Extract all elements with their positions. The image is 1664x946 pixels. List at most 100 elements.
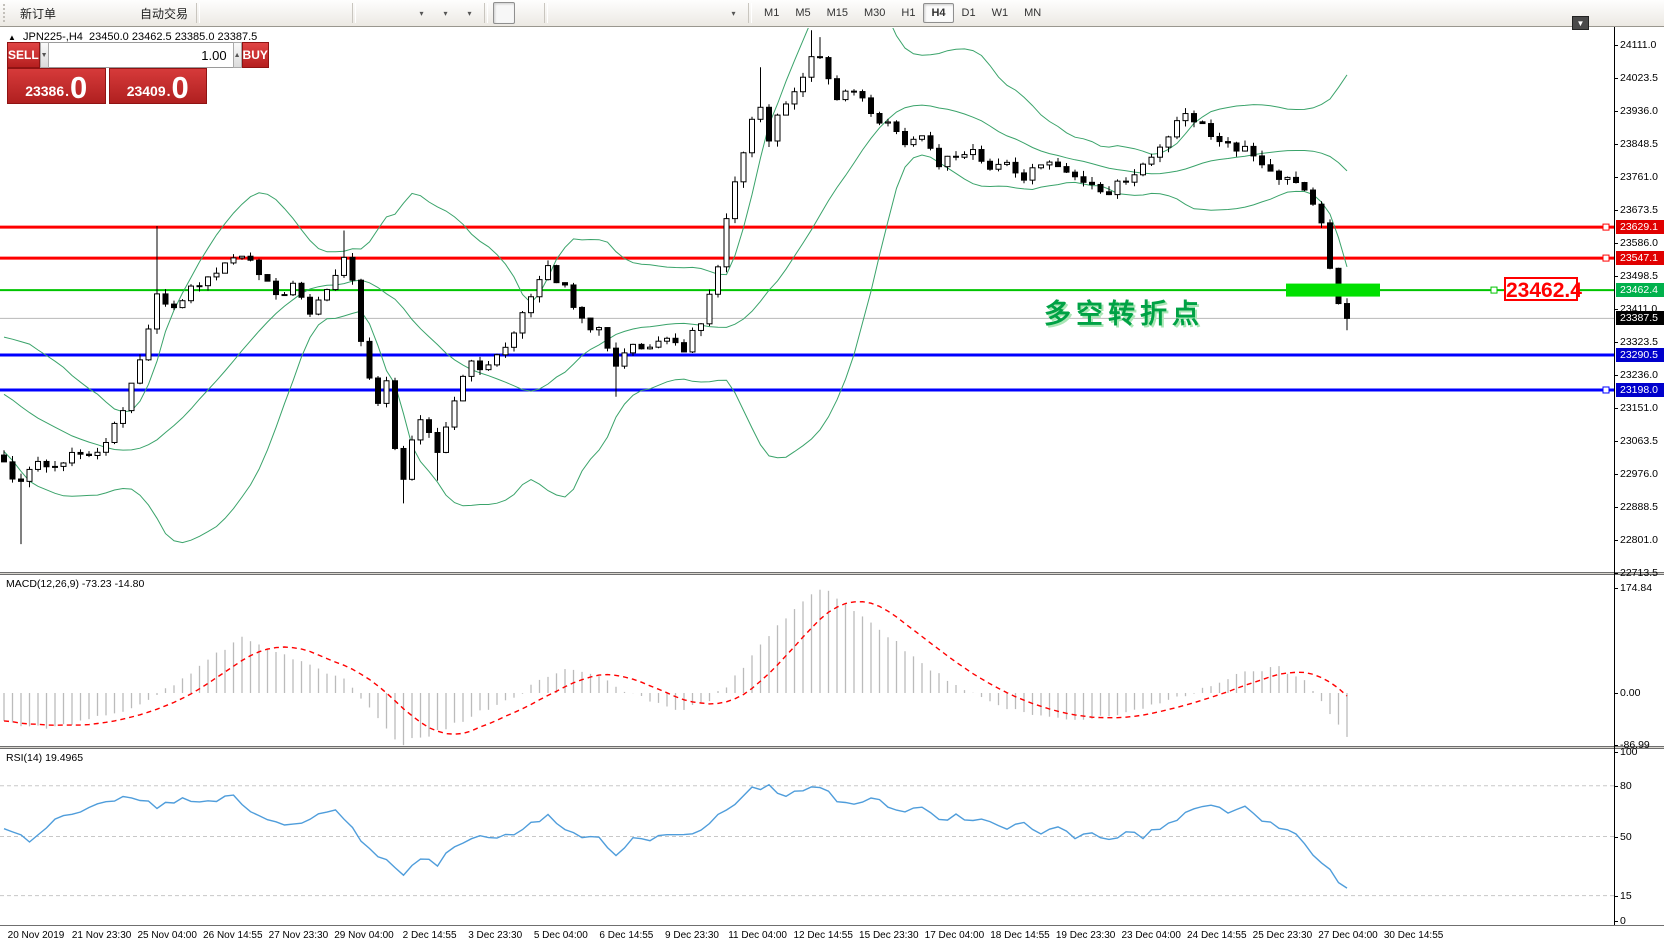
date-label: 24 Dec 14:55	[1187, 930, 1247, 941]
date-label: 30 Dec 14:55	[1383, 930, 1444, 941]
arrows-tool-button[interactable]: ▾	[2, 2, 743, 40]
timeframe-button-w1[interactable]: W1	[991, 7, 1009, 19]
line-chart-button[interactable]	[1, 2, 275, 41]
level-highlight-bar[interactable]	[1286, 283, 1380, 297]
toolbar: 新订单 自动交易	[0, 0, 1664, 42]
bollinger-middle-band	[3, 104, 1348, 451]
chart-background	[0, 26, 1664, 946]
price-tick	[1614, 573, 1618, 574]
price-badge-23547.1: 23547.1	[1616, 251, 1664, 266]
timeframe-button-mn[interactable]: MN	[1024, 7, 1042, 19]
volume-input[interactable]	[48, 42, 233, 68]
crosshair-tool-button[interactable]	[1, 2, 539, 41]
pane-splitter-main-macd[interactable]	[0, 572, 1664, 575]
new-order-button[interactable]: 新订单	[0, 2, 59, 42]
trendline-tool-button[interactable]	[1, 2, 623, 41]
chart-canvas[interactable]	[0, 26, 1664, 946]
time-axis-line	[0, 925, 1664, 926]
date-label: 11 Dec 04:00	[728, 930, 787, 941]
volume-increase-button[interactable]: ▲	[232, 42, 242, 68]
horizontal-line-tool-button[interactable]	[1, 2, 599, 35]
rsi-name: RSI(14)	[6, 752, 43, 764]
signal-button[interactable]	[2, 2, 131, 42]
price-tick-label: 23498.5	[1620, 270, 1658, 282]
sell-price-main: 23386	[25, 83, 65, 99]
rsi-tick-label: 0	[1620, 915, 1626, 927]
zoom-out-button[interactable]	[1, 2, 323, 42]
buy-price-display[interactable]: 23409. 0	[108, 68, 207, 104]
toolbar-grip[interactable]	[3, 4, 8, 22]
autotrading-button[interactable]: 自动交易	[0, 2, 191, 40]
vertical-line-tool-button[interactable]	[5, 2, 575, 41]
new-order-label: 新订单	[20, 6, 57, 21]
bar-chart-button[interactable]	[1, 2, 227, 41]
chat-button[interactable]	[0, 2, 1653, 42]
date-label: 6 Dec 14:55	[599, 930, 654, 941]
sell-button[interactable]: SELL	[7, 42, 40, 68]
sell-price-big-digit: 0	[70, 70, 88, 105]
text-tool-button[interactable]: A	[2, 2, 695, 42]
chart-corner-button[interactable]: ▼	[1572, 16, 1589, 30]
macd-values: -73.23 -14.80	[81, 578, 145, 590]
cursor-tool-button[interactable]	[3, 2, 516, 41]
ohlc-open: 23450.0	[89, 31, 129, 43]
macd-tick	[1614, 588, 1618, 590]
macd-tick-label: 0.00	[1620, 687, 1641, 699]
price-tick	[1614, 507, 1618, 508]
price-tick-label: 23936.0	[1620, 105, 1658, 117]
floating-price-label[interactable]: 23462.4	[1504, 277, 1582, 302]
main-price-pane[interactable]	[0, 26, 1614, 545]
channel-tool-button[interactable]: E	[0, 2, 647, 42]
one-click-trading-panel: SELL ▼ ▲ BUY 23386.0 23409.0	[7, 42, 269, 104]
date-label: 15 Dec 23:30	[859, 930, 919, 941]
date-label: 26 Nov 14:55	[203, 930, 263, 941]
macd-signal-line	[3, 600, 1348, 735]
macd-name: MACD(12,26,9)	[6, 578, 79, 590]
pane-splitter-macd-rsi[interactable]	[0, 746, 1664, 749]
timeframe-button-h1[interactable]: H1	[901, 7, 916, 19]
buy-button[interactable]: BUY	[241, 42, 269, 68]
chart-annotation-text[interactable]: 多空转折点	[1044, 299, 1204, 329]
tile-windows-button[interactable]	[1, 2, 347, 41]
sell-price-display[interactable]: 23386. 0	[7, 68, 106, 104]
macd-pane[interactable]	[3, 589, 1348, 746]
price-tick-label: 23151.0	[1620, 402, 1658, 414]
date-label: 23 Dec 04:00	[1121, 930, 1181, 941]
volume-decrease-button[interactable]: ▼	[39, 42, 49, 68]
price-tick	[1614, 45, 1618, 46]
fibonacci-tool-button[interactable]: F	[1, 2, 671, 42]
zoom-in-button[interactable]	[1, 2, 299, 42]
templates-button[interactable]: ▾	[1, 2, 479, 41]
price-tick	[1614, 375, 1618, 376]
chart-shift-button[interactable]	[2, 2, 407, 41]
price-tick	[1614, 309, 1618, 310]
indicators-caret: ▾	[419, 8, 424, 18]
date-label: 25 Nov 04:00	[137, 930, 197, 941]
price-tick-label: 24111.0	[1620, 39, 1657, 51]
navigator-button[interactable]	[1, 2, 107, 40]
symbol-info-line: ▲ JPN225-,H4 23450.0 23462.5 23385.0 233…	[8, 31, 257, 43]
rsi-line	[3, 783, 1348, 889]
auto-scroll-button[interactable]	[2, 2, 383, 41]
price-tick-label: 22801.0	[1620, 534, 1658, 546]
periods-button[interactable]: ▾	[2, 2, 455, 41]
timeframe-button-m30[interactable]: M30	[864, 7, 886, 19]
rsi-pane[interactable]	[0, 783, 1614, 897]
indicators-button[interactable]: ▾	[1, 2, 431, 41]
yellow-gem-button[interactable]	[1, 2, 83, 42]
sell-price-dot: .	[65, 83, 70, 99]
label-tool-button[interactable]: T	[1, 2, 719, 41]
search-button[interactable]	[1, 2, 1629, 42]
timeframe-button-h4[interactable]: H4	[923, 3, 954, 23]
symbol-marker-icon: ▲	[8, 33, 16, 42]
price-tick	[1614, 474, 1618, 475]
candlestick-chart-button[interactable]	[2, 2, 251, 41]
timeframe-button-d1[interactable]: D1	[961, 7, 976, 19]
timeframe-button-m1[interactable]: M1	[764, 7, 780, 19]
ohlc-low: 23385.0	[174, 31, 215, 43]
timeframe-button-m15[interactable]: M15	[826, 7, 848, 19]
date-label: 9 Dec 23:30	[665, 930, 719, 941]
timeframe-button-m5[interactable]: M5	[795, 7, 811, 19]
date-label: 19 Dec 23:30	[1055, 930, 1116, 941]
